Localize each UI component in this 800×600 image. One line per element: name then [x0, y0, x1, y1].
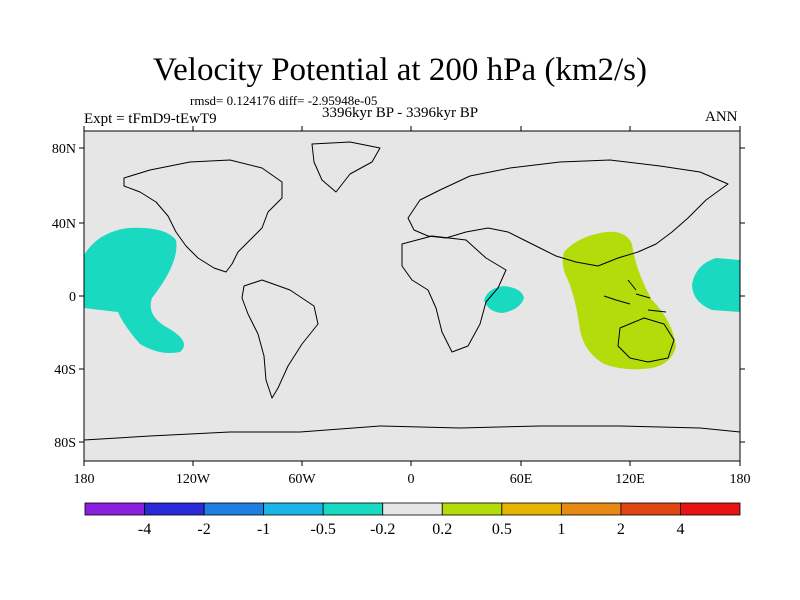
coast-north-america: [123, 159, 283, 273]
lat-tick-label: 80S: [54, 436, 76, 451]
stats-line: rmsd= 0.124176 diff= -2.95948e-05: [190, 93, 378, 108]
colorbar-swatch: [560, 502, 622, 516]
coast-south-america: [241, 279, 319, 399]
lat-tick-label: 80N: [52, 142, 76, 157]
lon-tick-label: 120E: [615, 472, 645, 487]
coast-greenland: [311, 141, 381, 193]
colorbar-label: -0.2: [370, 521, 395, 538]
colorbar-swatch: [620, 502, 681, 516]
period-label: 3396kyr BP - 3396kyr BP: [322, 105, 479, 121]
coastlines: [83, 141, 741, 441]
experiment-label: Expt = tFmD9-tEwT9: [84, 111, 217, 127]
colorbar: -4 -2 -1 -0.5 -0.2 0.2 0.5 1 2 4: [84, 502, 741, 538]
lat-tick-label: 40N: [52, 217, 76, 232]
colorbar-label: 0.5: [492, 521, 512, 538]
negative-anomaly-west-pacific: [692, 258, 740, 312]
negative-anomaly-central-pacific: [84, 227, 184, 353]
lon-tick-label: 60E: [510, 472, 533, 487]
colorbar-label: -4: [138, 521, 151, 538]
colorbar-label: -0.5: [311, 521, 336, 538]
colorbar-swatch: [144, 502, 205, 516]
colorbar-swatch: [263, 502, 324, 516]
season-label: ANN: [705, 109, 738, 125]
lon-tick-label: 60W: [288, 472, 316, 487]
lon-tick-label: 180: [74, 472, 95, 487]
colorbar-swatch: [84, 502, 145, 516]
lat-tick-label: 0: [69, 290, 76, 305]
colorbar-label: -1: [257, 521, 270, 538]
lon-tick-label: 180: [730, 472, 751, 487]
colorbar-swatch: [382, 502, 443, 516]
colorbar-label: 1: [557, 521, 565, 538]
colorbar-swatch: [322, 502, 384, 516]
map-title: Velocity Potential at 200 hPa (km2/s): [152, 52, 648, 88]
longitude-axis: 180 120W 60W 0 60E 120E 180: [74, 126, 751, 487]
colorbar-label: 0.2: [432, 521, 452, 538]
lat-tick-label: 40S: [54, 363, 76, 378]
coast-africa: [401, 235, 507, 353]
colorbar-label: 4: [676, 521, 684, 538]
coast-antarctica: [83, 425, 741, 441]
coast-australia: [617, 317, 675, 363]
coast-eurasia: [407, 159, 729, 267]
colorbar-swatch: [441, 502, 503, 516]
colorbar-swatch: [203, 502, 265, 516]
colorbar-swatch: [680, 502, 741, 516]
lon-tick-label: 120W: [176, 472, 211, 487]
colorbar-label: -2: [197, 521, 210, 538]
lon-tick-label: 0: [408, 472, 415, 487]
colorbar-swatch: [501, 502, 562, 516]
colorbar-label: 2: [617, 521, 625, 538]
coast-maritime-islands: [603, 279, 667, 313]
latitude-axis: 80N 40N 0 40S 80S: [52, 142, 745, 451]
